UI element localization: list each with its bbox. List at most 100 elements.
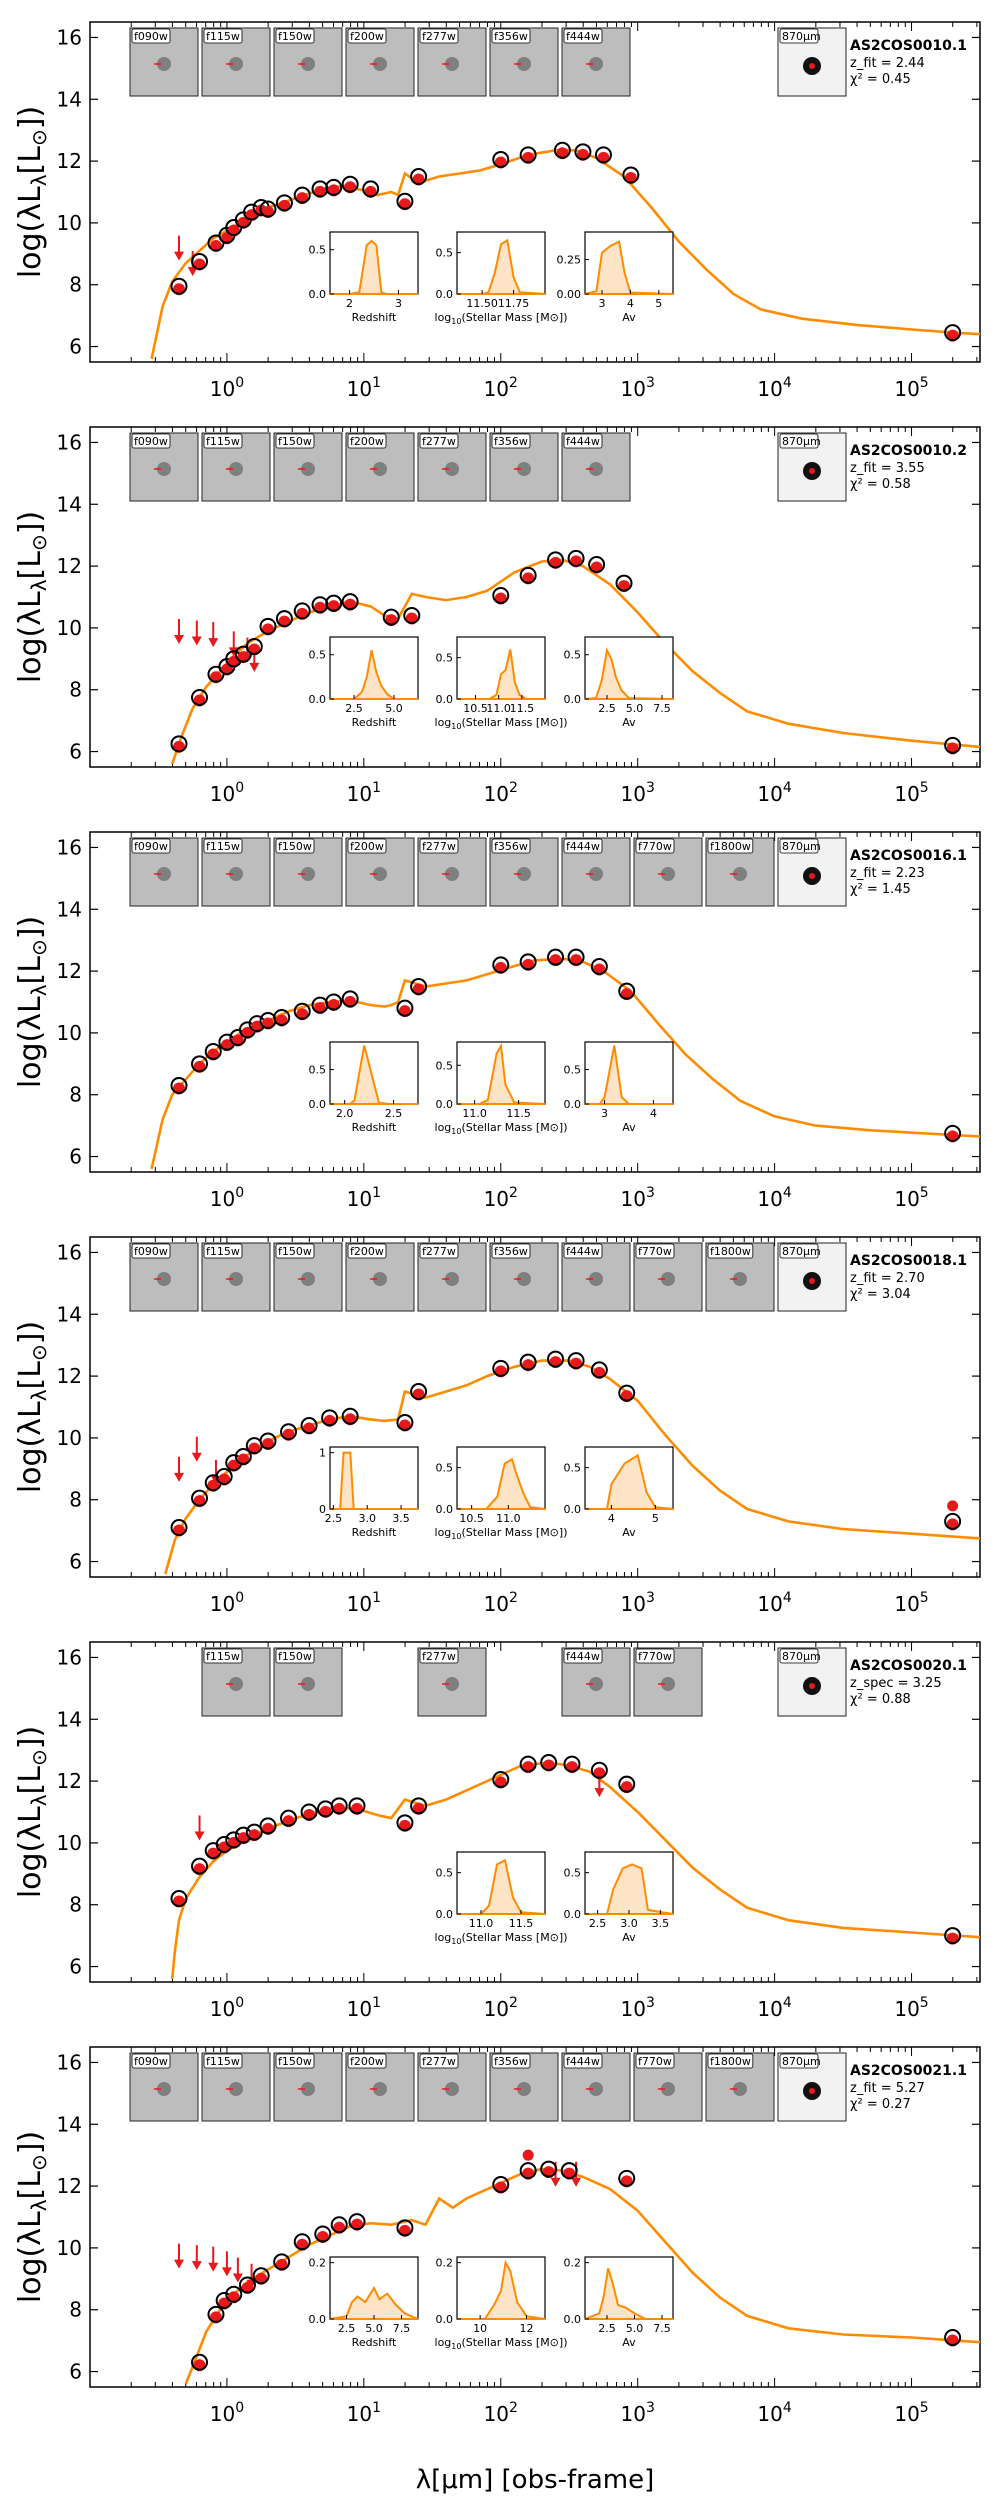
model-sed-line (170, 558, 981, 765)
cutout-source (589, 2082, 603, 2096)
cutout-source (517, 462, 531, 476)
inset-y-tick-label: 0.5 (309, 1064, 327, 1077)
model-photometry-point (259, 617, 277, 635)
upper-limit-arrowhead (594, 1788, 605, 1798)
y-tick-label: 16 (57, 25, 82, 49)
x-tick-label: 104 (757, 1185, 791, 1211)
inset-x-tick-label: 5 (652, 1512, 659, 1525)
cutout-label-box (347, 28, 387, 44)
y-axis-label: log(λLλ[L⊙]) (13, 2131, 51, 2303)
cutout-label: f444w (566, 1245, 600, 1258)
model-photometry-point (540, 1754, 558, 1772)
x-tick-label: 105 (894, 1995, 928, 2021)
cutout-label: f277w (422, 1650, 456, 1663)
inset-x-tick-label: 10 (473, 2322, 487, 2335)
inset-y-tick-label: 0.0 (309, 1098, 327, 1111)
model-photometry-point (341, 175, 359, 193)
cutout-source (589, 867, 603, 881)
histogram-area (585, 1045, 673, 1105)
model-photometry-point (325, 594, 343, 612)
model-photometry-point (567, 948, 585, 966)
histogram-area (457, 1457, 546, 1510)
cutout-label-box (491, 28, 531, 44)
model-photometry-point (382, 608, 400, 626)
cutout-label-box (419, 838, 459, 854)
inset-axis-label: Redshift (352, 311, 397, 324)
y-axis-label: log(λLλ[L⊙]) (13, 106, 51, 278)
model-photometry-point (615, 574, 633, 592)
x-tick-label: 105 (894, 375, 928, 401)
model-photometry-point (492, 956, 510, 974)
chi2-label: χ² = 3.04 (850, 1287, 911, 1302)
inset-x-tick-label: 3 (601, 1107, 608, 1120)
histogram-area (584, 2268, 673, 2320)
y-tick-label: 10 (57, 211, 82, 235)
inset-histogram: 0.0 0.5 4 5 Av (564, 1446, 674, 1539)
cutout-label: f356w (494, 30, 528, 43)
inset-x-tick-label: 11.5 (509, 1917, 534, 1930)
model-photometry-point (588, 556, 606, 574)
model-photometry-point (280, 1423, 298, 1441)
inset-y-tick-label: 0.0 (436, 2313, 454, 2326)
y-tick-label: 10 (57, 616, 82, 640)
upper-limit-arrowhead (550, 2177, 561, 2187)
inset-y-tick-label: 0.5 (436, 1867, 454, 1880)
inset-x-tick-label: 11.0 (486, 702, 511, 715)
cutout-source (373, 2082, 387, 2096)
cutout-label-box (491, 1243, 531, 1259)
model-photometry-point (492, 2176, 510, 2194)
cutout-label-box (635, 838, 675, 854)
cutout-marker (809, 1683, 815, 1689)
model-photometry-point (547, 1350, 565, 1368)
inset-axis-label: Av (622, 716, 636, 729)
cutout-marker (809, 873, 815, 879)
upper-limit-arrowhead (191, 1452, 202, 1462)
inset-x-tick-label: 3 (395, 297, 402, 310)
inset-axis-label: log10(Stellar Mass [M⊙]) (435, 2336, 568, 2351)
cutout-label: f356w (494, 840, 528, 853)
cutout-label-box (707, 1243, 754, 1259)
cutout-source (229, 1677, 243, 1691)
model-photometry-point (618, 2169, 636, 2187)
x-tick-label: 100 (210, 2400, 244, 2426)
redshift-label: z_fit = 2.23 (850, 866, 925, 881)
model-photometry-point (410, 1383, 428, 1401)
cutout-label: f150w (278, 435, 312, 448)
inset-x-tick-label: 2.5 (345, 702, 363, 715)
model-photometry-point (170, 1519, 188, 1537)
cutout-label: f277w (422, 30, 456, 43)
model-photometry-point (341, 990, 359, 1008)
model-photometry-point (191, 688, 209, 706)
model-photometry-point (492, 1359, 510, 1377)
inset-x-tick-label: 2.5 (598, 2322, 616, 2335)
cutout-label-box (347, 433, 387, 449)
cutout-label: f444w (566, 435, 600, 448)
model-photometry-point (191, 253, 209, 271)
model-photometry-point (519, 146, 537, 164)
model-photometry-point (944, 324, 962, 342)
observed-point (522, 2149, 534, 2161)
cutout-label-box (563, 838, 603, 854)
inset-axis-label: Av (622, 1526, 636, 1539)
model-photometry-point (396, 999, 414, 1017)
cutout-source (157, 1272, 171, 1286)
x-tick-label: 102 (484, 1995, 518, 2021)
chi2-label: χ² = 1.45 (850, 882, 911, 897)
model-photometry-point (396, 1814, 414, 1832)
y-axis-label: log(λLλ[L⊙]) (13, 1726, 51, 1898)
cutout-source (157, 2082, 171, 2096)
model-photometry-point (410, 168, 428, 186)
cutout-label-box (275, 2053, 315, 2069)
y-tick-label: 8 (69, 678, 82, 702)
x-tick-label: 100 (210, 1590, 244, 1616)
cutout-label-box (707, 2053, 754, 2069)
cutout-source (445, 2082, 459, 2096)
cutout-label: f200w (350, 435, 384, 448)
model-photometry-point (245, 637, 263, 655)
cutout-label: 870μm (782, 30, 821, 43)
cutout-source (589, 1272, 603, 1286)
redshift-label: z_fit = 2.44 (850, 56, 925, 71)
cutout-label: 870μm (782, 435, 821, 448)
